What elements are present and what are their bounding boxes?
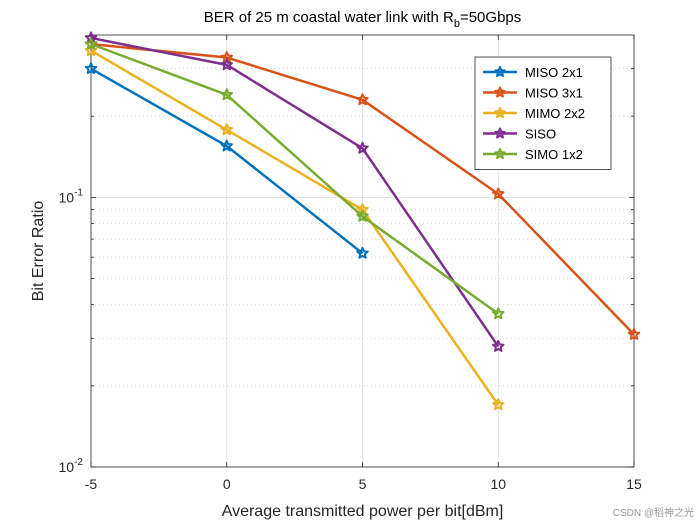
series-point-mimo-2x2 — [492, 398, 505, 411]
series-siso — [84, 31, 505, 352]
legend-label: SISO — [525, 127, 556, 142]
x-tick-label: 5 — [359, 476, 367, 492]
x-tick-label: 0 — [223, 476, 231, 492]
legend-marker — [494, 148, 506, 160]
title-suffix: =50Gbps — [460, 9, 521, 26]
series-line-mimo-2x2 — [90, 49, 500, 406]
series-point-siso — [220, 58, 233, 71]
chart-title: BER of 25 m coastal water link with Rb=5… — [204, 9, 522, 30]
series-line-miso-2x1 — [90, 67, 364, 255]
series-point-miso-2x1 — [220, 139, 233, 152]
series-point-miso-2x1 — [84, 62, 98, 75]
x-tick-label: 10 — [490, 476, 506, 492]
legend-marker — [494, 127, 506, 139]
series-point-miso-2x1 — [356, 246, 369, 259]
series-layer — [84, 31, 641, 411]
y-tick-label: 10-1 — [59, 187, 84, 205]
series-point-simo-1x2 — [356, 209, 369, 222]
series-miso-2x1 — [84, 62, 369, 259]
title-prefix: BER of 25 m coastal water link with R — [204, 9, 454, 26]
legend-marker — [494, 107, 506, 119]
legend-marker — [494, 86, 506, 98]
series-point-simo-1x2 — [220, 88, 233, 101]
legend: MISO 2x1 MISO 3x1 MIMO 2x2 SISO SIMO 1x2 — [474, 56, 612, 170]
series-point-mimo-2x2 — [220, 123, 233, 136]
series-mimo-2x2 — [84, 44, 505, 411]
legend-label: MIMO 2x2 — [525, 106, 585, 121]
legend-label: MISO 2x1 — [525, 65, 583, 80]
legend-entry-miso-2x1: MISO 2x1 — [483, 65, 583, 80]
legend-entry-simo-1x2: SIMO 1x2 — [483, 147, 583, 162]
title-subscript: b — [454, 18, 460, 30]
series-point-miso-3x1 — [627, 328, 641, 340]
series-line-miso-3x1 — [90, 42, 635, 336]
series-line-siso — [90, 36, 500, 348]
legend-marker — [494, 66, 506, 78]
x-tick-label: 15 — [626, 476, 642, 492]
y-axis-label: Bit Error Ratio — [30, 201, 47, 302]
series-point-siso — [492, 339, 505, 352]
tick-layer: -5 0 5 10 15 10-1 10-2 — [59, 35, 642, 492]
legend-label: SIMO 1x2 — [525, 147, 583, 162]
x-axis-label: Average transmitted power per bit[dBm] — [222, 503, 504, 520]
legend-label: MISO 3x1 — [525, 86, 583, 101]
series-point-siso — [356, 141, 369, 154]
series-point-miso-3x1 — [492, 187, 505, 200]
legend-entry-miso-3x1: MISO 3x1 — [483, 86, 583, 101]
series-point-simo-1x2 — [492, 307, 505, 320]
legend-entry-mimo-2x2: MIMO 2x2 — [483, 106, 585, 121]
series-point-simo-1x2 — [84, 37, 98, 50]
watermark-text: CSDN @稻神之光 — [613, 506, 694, 519]
series-simo-1x2 — [84, 37, 505, 320]
legend-entry-siso: SISO — [483, 127, 556, 142]
y-tick-label: 10-2 — [59, 457, 84, 475]
x-tick-label: -5 — [85, 476, 98, 492]
series-line-simo-1x2 — [90, 42, 499, 315]
series-point-miso-3x1 — [356, 93, 369, 106]
